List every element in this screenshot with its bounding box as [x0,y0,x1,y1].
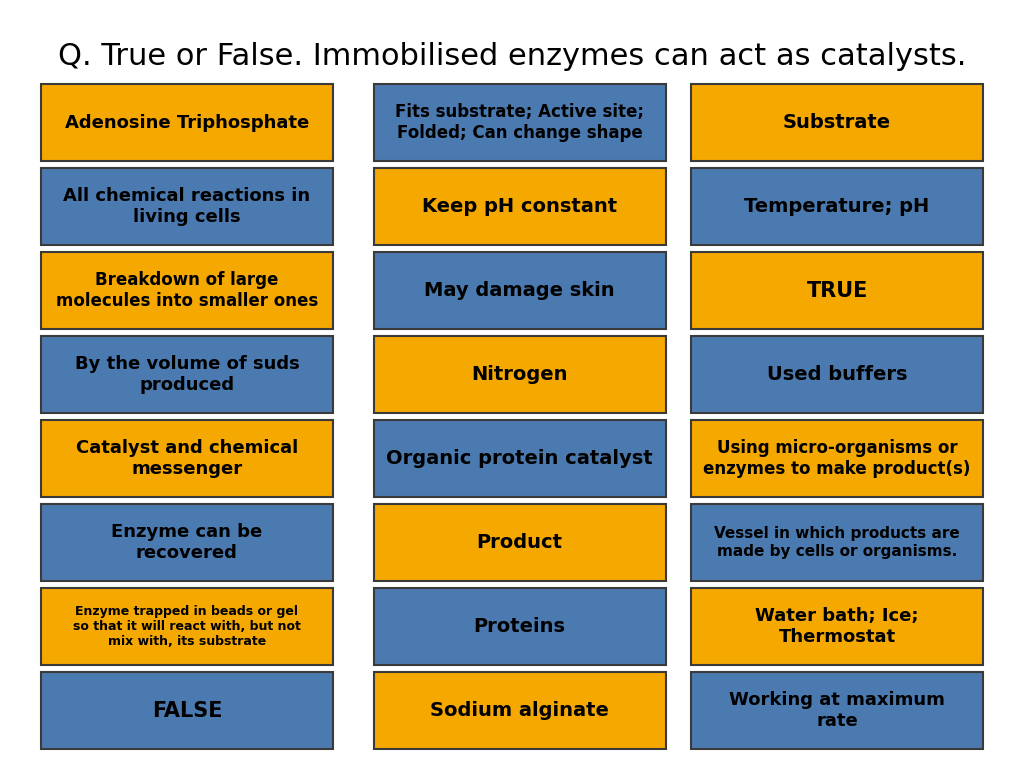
FancyBboxPatch shape [41,421,333,497]
Text: Used buffers: Used buffers [767,365,907,384]
Text: Enzyme can be
recovered: Enzyme can be recovered [112,523,262,562]
Text: Catalyst and chemical
messenger: Catalyst and chemical messenger [76,439,298,478]
Text: Adenosine Triphosphate: Adenosine Triphosphate [65,114,309,131]
FancyBboxPatch shape [691,336,983,413]
Text: Water bath; Ice;
Thermostat: Water bath; Ice; Thermostat [756,607,919,646]
FancyBboxPatch shape [41,253,333,329]
FancyBboxPatch shape [374,168,666,245]
Text: FALSE: FALSE [152,700,222,720]
FancyBboxPatch shape [41,336,333,413]
FancyBboxPatch shape [691,505,983,581]
Text: TRUE: TRUE [807,280,867,300]
Text: Temperature; pH: Temperature; pH [744,197,930,216]
Text: Sodium alginate: Sodium alginate [430,701,609,720]
Text: Substrate: Substrate [783,113,891,132]
Text: By the volume of suds
produced: By the volume of suds produced [75,356,299,394]
Text: Product: Product [477,533,562,552]
FancyBboxPatch shape [41,505,333,581]
Text: May damage skin: May damage skin [424,281,615,300]
FancyBboxPatch shape [691,673,983,749]
Text: Working at maximum
rate: Working at maximum rate [729,691,945,730]
FancyBboxPatch shape [691,168,983,245]
FancyBboxPatch shape [691,253,983,329]
Text: Enzyme trapped in beads or gel
so that it will react with, but not
mix with, its: Enzyme trapped in beads or gel so that i… [73,605,301,648]
FancyBboxPatch shape [41,673,333,749]
Text: Breakdown of large
molecules into smaller ones: Breakdown of large molecules into smalle… [55,271,318,310]
Text: Nitrogen: Nitrogen [471,365,568,384]
FancyBboxPatch shape [374,84,666,161]
Text: All chemical reactions in
living cells: All chemical reactions in living cells [63,187,310,226]
FancyBboxPatch shape [41,84,333,161]
FancyBboxPatch shape [691,588,983,665]
Text: Q. True or False. Immobilised enzymes can act as catalysts.: Q. True or False. Immobilised enzymes ca… [57,42,967,71]
FancyBboxPatch shape [374,673,666,749]
FancyBboxPatch shape [374,253,666,329]
FancyBboxPatch shape [41,168,333,245]
Text: Fits substrate; Active site;
Folded; Can change shape: Fits substrate; Active site; Folded; Can… [395,103,644,142]
FancyBboxPatch shape [41,588,333,665]
FancyBboxPatch shape [374,505,666,581]
Text: Proteins: Proteins [474,617,565,636]
Text: Organic protein catalyst: Organic protein catalyst [386,449,653,468]
Text: Vessel in which products are
made by cells or organisms.: Vessel in which products are made by cel… [715,526,959,559]
FancyBboxPatch shape [374,336,666,413]
FancyBboxPatch shape [374,588,666,665]
FancyBboxPatch shape [691,421,983,497]
Text: Using micro-organisms or
enzymes to make product(s): Using micro-organisms or enzymes to make… [703,439,971,478]
FancyBboxPatch shape [691,84,983,161]
Text: Keep pH constant: Keep pH constant [422,197,617,216]
FancyBboxPatch shape [374,421,666,497]
